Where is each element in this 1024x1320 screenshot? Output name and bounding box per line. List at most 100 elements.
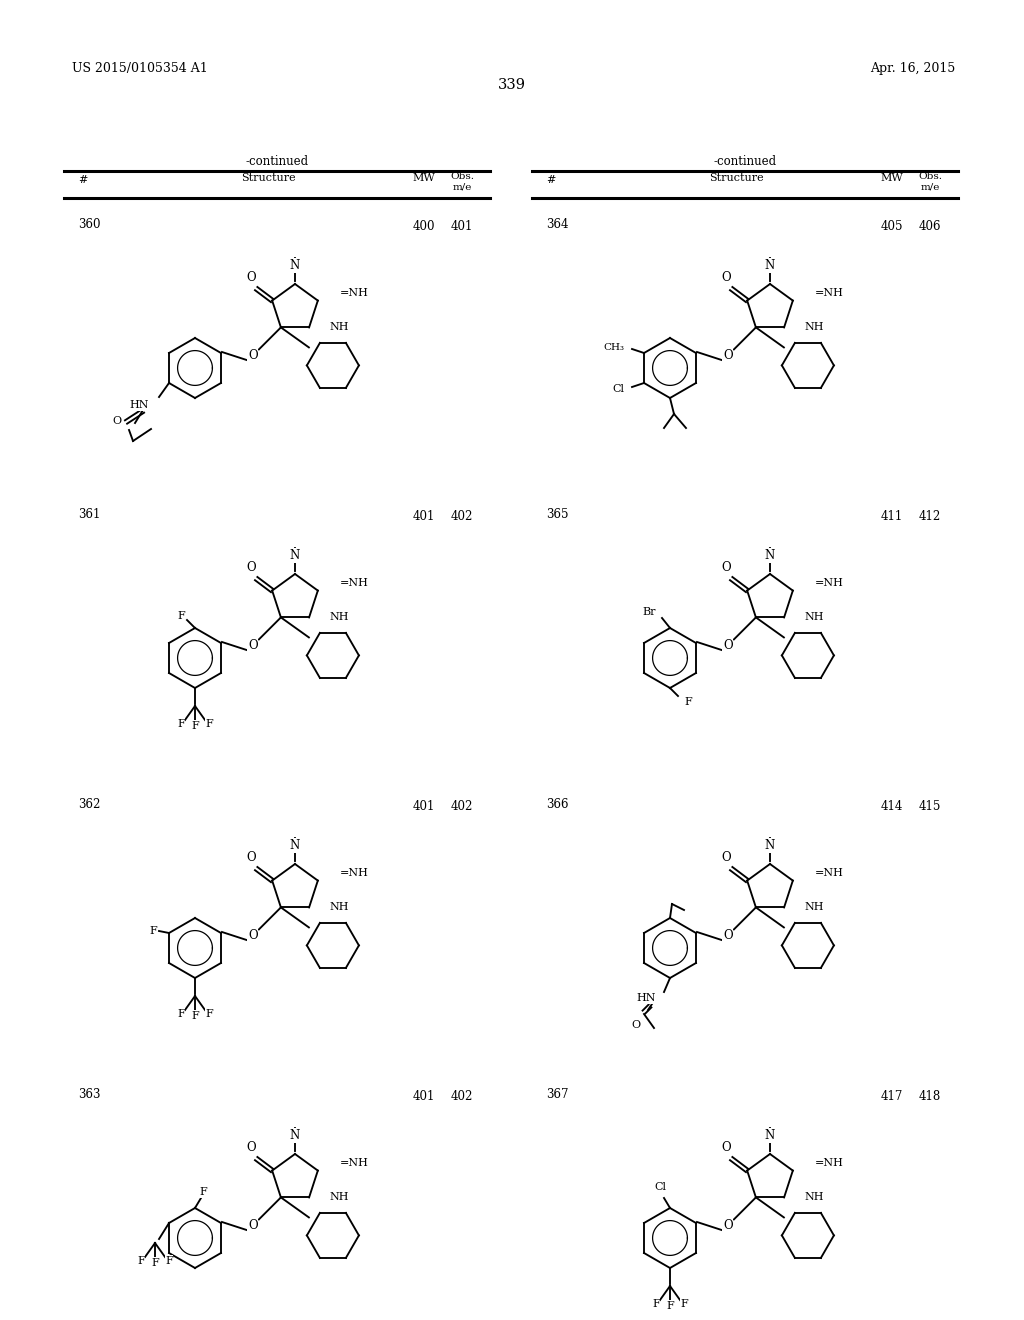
Text: O: O	[723, 929, 733, 942]
Text: 362: 362	[78, 799, 100, 810]
Text: NH: NH	[329, 903, 348, 912]
Text: 417: 417	[881, 1090, 903, 1104]
Text: O: O	[113, 416, 122, 426]
Text: F: F	[191, 721, 199, 731]
Text: N: N	[290, 549, 300, 562]
Text: F: F	[137, 1257, 144, 1266]
Text: 402: 402	[451, 1090, 473, 1104]
Text: HN: HN	[637, 993, 656, 1003]
Text: F: F	[205, 1008, 213, 1019]
Text: N: N	[765, 1129, 775, 1142]
Text: O: O	[248, 929, 258, 942]
Text: O: O	[247, 561, 256, 574]
Text: 361: 361	[78, 508, 100, 521]
Text: O: O	[723, 639, 733, 652]
Text: CH₃: CH₃	[603, 342, 624, 351]
Text: =NH: =NH	[815, 288, 844, 297]
Text: N: N	[290, 259, 300, 272]
Text: NH: NH	[329, 612, 348, 623]
Text: #: #	[546, 176, 555, 185]
Text: -continued: -continued	[246, 154, 308, 168]
Text: Apr. 16, 2015: Apr. 16, 2015	[869, 62, 955, 75]
Text: O: O	[721, 271, 731, 284]
Text: 365: 365	[546, 508, 568, 521]
Text: O: O	[248, 348, 258, 362]
Text: 415: 415	[919, 800, 941, 813]
Text: F: F	[177, 719, 185, 729]
Text: O: O	[247, 271, 256, 284]
Text: =NH: =NH	[815, 578, 844, 587]
Text: F: F	[177, 611, 185, 620]
Text: 401: 401	[413, 1090, 435, 1104]
Text: 418: 418	[919, 1090, 941, 1104]
Text: Cl: Cl	[612, 384, 624, 393]
Text: O: O	[721, 1140, 731, 1154]
Text: 406: 406	[919, 220, 941, 234]
Text: 401: 401	[451, 220, 473, 234]
Text: MW: MW	[881, 173, 903, 183]
Text: O: O	[248, 639, 258, 652]
Text: F: F	[152, 1258, 159, 1269]
Text: 411: 411	[881, 510, 903, 523]
Text: =NH: =NH	[340, 1158, 369, 1168]
Text: O: O	[723, 1218, 733, 1232]
Text: -continued: -continued	[714, 154, 776, 168]
Text: F: F	[684, 697, 692, 708]
Text: 401: 401	[413, 800, 435, 813]
Text: 402: 402	[451, 510, 473, 523]
Text: 400: 400	[413, 220, 435, 234]
Text: F: F	[191, 1011, 199, 1020]
Text: 366: 366	[546, 799, 568, 810]
Text: F: F	[199, 1187, 207, 1197]
Text: =NH: =NH	[340, 867, 369, 878]
Text: Br: Br	[642, 607, 656, 616]
Text: 339: 339	[498, 78, 526, 92]
Text: 414: 414	[881, 800, 903, 813]
Text: =NH: =NH	[340, 578, 369, 587]
Text: N: N	[765, 840, 775, 851]
Text: 401: 401	[413, 510, 435, 523]
Text: 364: 364	[546, 218, 568, 231]
Text: =NH: =NH	[340, 288, 369, 297]
Text: F: F	[150, 927, 157, 936]
Text: 402: 402	[451, 800, 473, 813]
Text: Cl: Cl	[654, 1181, 666, 1192]
Text: F: F	[177, 1008, 185, 1019]
Text: 412: 412	[919, 510, 941, 523]
Text: m/e: m/e	[921, 183, 940, 191]
Text: NH: NH	[329, 1192, 348, 1203]
Text: 360: 360	[78, 218, 100, 231]
Text: Structure: Structure	[241, 173, 296, 183]
Text: O: O	[248, 1218, 258, 1232]
Text: O: O	[721, 850, 731, 863]
Text: NH: NH	[804, 612, 823, 623]
Text: N: N	[765, 549, 775, 562]
Text: Obs.: Obs.	[918, 172, 942, 181]
Text: NH: NH	[329, 322, 348, 333]
Text: F: F	[667, 1302, 674, 1311]
Text: NH: NH	[804, 903, 823, 912]
Text: F: F	[205, 719, 213, 729]
Text: =NH: =NH	[815, 867, 844, 878]
Text: O: O	[721, 561, 731, 574]
Text: F: F	[165, 1257, 173, 1266]
Text: N: N	[290, 1129, 300, 1142]
Text: O: O	[247, 850, 256, 863]
Text: NH: NH	[804, 1192, 823, 1203]
Text: O: O	[632, 1020, 641, 1030]
Text: F: F	[680, 1299, 688, 1309]
Text: O: O	[247, 1140, 256, 1154]
Text: NH: NH	[804, 322, 823, 333]
Text: m/e: m/e	[453, 183, 472, 191]
Text: N: N	[290, 840, 300, 851]
Text: N: N	[765, 259, 775, 272]
Text: US 2015/0105354 A1: US 2015/0105354 A1	[72, 62, 208, 75]
Text: Structure: Structure	[709, 173, 764, 183]
Text: 363: 363	[78, 1088, 100, 1101]
Text: F: F	[652, 1299, 659, 1309]
Text: #: #	[78, 176, 87, 185]
Text: MW: MW	[413, 173, 435, 183]
Text: Obs.: Obs.	[450, 172, 474, 181]
Text: O: O	[723, 348, 733, 362]
Text: 367: 367	[546, 1088, 568, 1101]
